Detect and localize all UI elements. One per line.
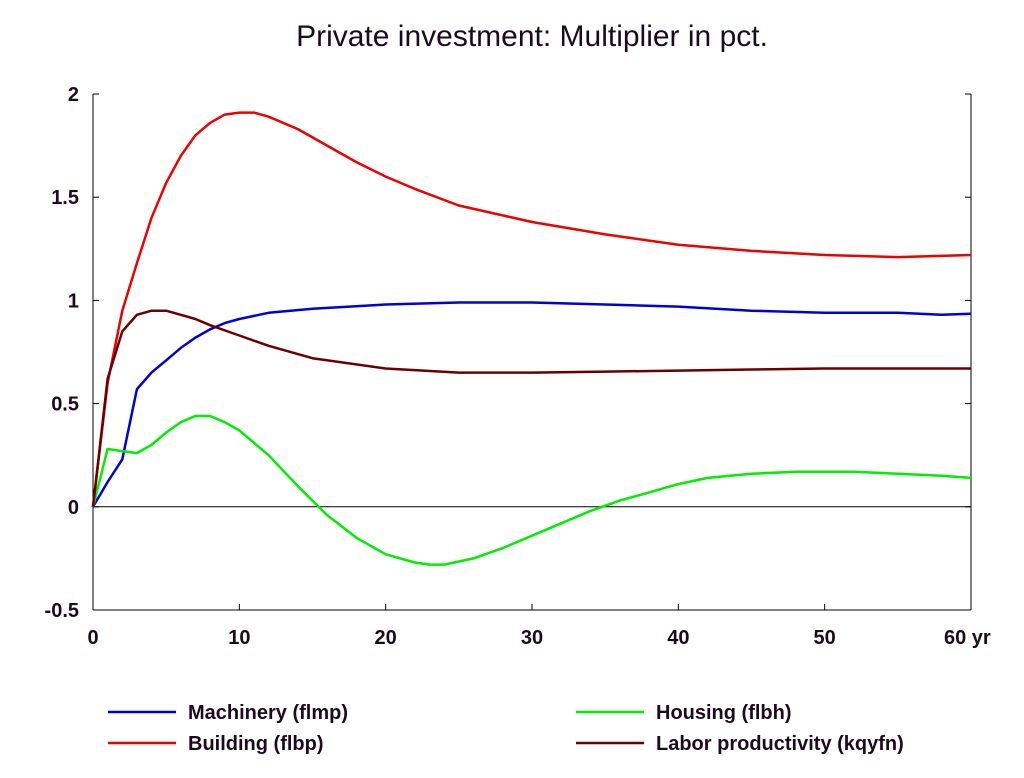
legend-label-3: Housing (flbh)	[656, 702, 792, 724]
x-tick-label: 30	[521, 627, 543, 649]
series-line-3	[91, 414, 972, 566]
chart-axes: -0.500.511.520 10 20 30 40 50 60 yr	[45, 84, 991, 649]
chart-title: Private investment: Multiplier in pct.	[296, 20, 768, 53]
series-line-4	[91, 309, 971, 507]
legend-label-4: Labor productivity (kqyfn)	[656, 733, 904, 755]
x-tick-label: 40	[667, 627, 689, 649]
x-tick-label: 10	[228, 627, 250, 649]
chart-legend: Machinery (flmp) Building (flbp) Housing (…	[108, 702, 904, 755]
x-tick-label: 50	[814, 627, 836, 649]
y-tick-label: 0.5	[51, 394, 79, 416]
y-tick-label: 2	[68, 84, 79, 106]
x-tick-label: 20	[375, 627, 397, 649]
y-tick-label: 1	[68, 290, 79, 312]
x-tick-label: 0	[87, 627, 98, 649]
y-tick-label: -0.5	[45, 600, 79, 622]
legend-label-1: Machinery (flmp)	[188, 702, 348, 724]
x-tick-label: 60 yr	[944, 627, 991, 649]
y-tick-label: 1.5	[51, 187, 79, 209]
y-tick-label: 0	[68, 497, 79, 519]
chart-series	[91, 111, 972, 566]
series-line-1	[91, 301, 972, 508]
legend-label-2: Building (flbp)	[188, 733, 324, 755]
series-line-2	[91, 111, 972, 507]
